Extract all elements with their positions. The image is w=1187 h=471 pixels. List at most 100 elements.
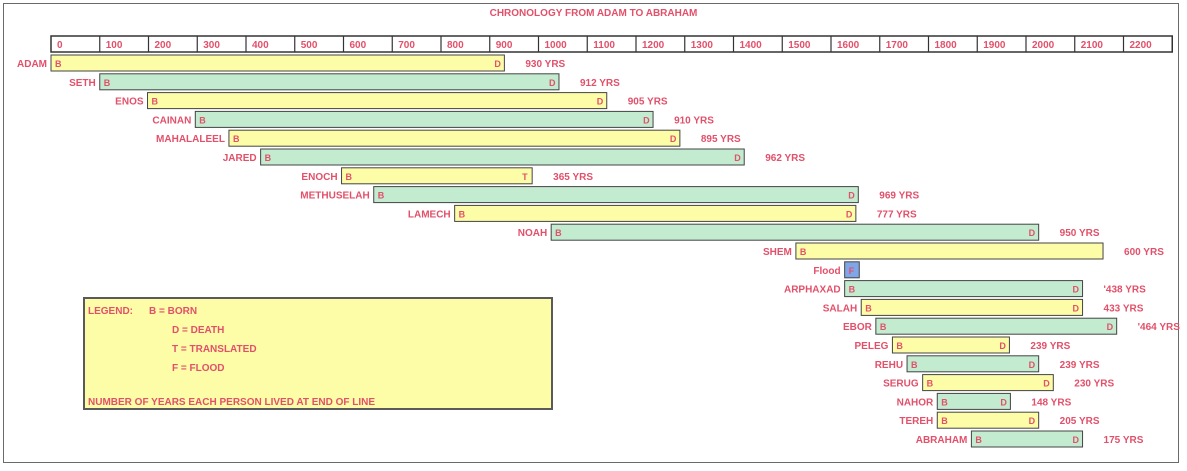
lifespan-row-ebor: EBOR B D '464 YRS [843, 317, 1181, 335]
start-mark: F [849, 266, 855, 276]
years-lived-label: 239 YRS [1060, 360, 1100, 371]
lifespan-row-tereh: TEREH B D 205 YRS [899, 411, 1100, 429]
lifespan-bar [99, 73, 560, 91]
person-name: LAMECH [408, 209, 451, 220]
axis-tick-label: 1400 [740, 40, 763, 51]
lifespan-bar [906, 355, 1040, 373]
lifespan-bar [50, 54, 505, 72]
lifespan-row-enoch: ENOCH B T 365 YRS [301, 167, 593, 185]
start-mark: B [233, 134, 240, 144]
end-mark: D [999, 341, 1006, 351]
lifespan-row-enos: ENOS B D 905 YRS [115, 92, 668, 110]
person-name: ADAM [17, 59, 47, 70]
person-name: ENOS [115, 97, 144, 108]
start-mark: B [849, 285, 856, 295]
person-name: SERUG [883, 379, 919, 390]
person-name: NOAH [518, 228, 547, 239]
axis-tick-label: 1200 [642, 40, 665, 51]
start-mark: B [896, 341, 903, 351]
years-lived-label: 895 YRS [701, 134, 741, 145]
lifespan-row-mahalaleel: MAHALALEEL B D 895 YRS [156, 129, 741, 147]
person-name: SHEM [763, 247, 792, 258]
lifespan-bar [922, 374, 1054, 392]
lifespan-bar [860, 298, 1084, 316]
lifespan-bar [550, 223, 1040, 241]
axis-tick-label: 1700 [886, 40, 909, 51]
person-name: JARED [223, 153, 257, 164]
years-lived-label: 962 YRS [765, 153, 805, 164]
person-name: ENOCH [301, 172, 337, 183]
start-mark: B [378, 191, 385, 201]
lifespan-bar [373, 186, 859, 204]
lifespan-bar [844, 261, 860, 279]
legend-item-death: D = DEATH [172, 325, 225, 336]
years-lived-label: 239 YRS [1030, 341, 1070, 352]
person-name: SETH [69, 78, 96, 89]
start-mark: B [265, 153, 272, 163]
years-lived-label: 205 YRS [1060, 416, 1100, 427]
lifespan-bar [194, 110, 654, 128]
axis-tick-label: 100 [106, 40, 123, 51]
years-lived-label: 175 YRS [1104, 435, 1144, 446]
lifespan-row-abraham: ABRAHAM B D 175 YRS [916, 430, 1144, 448]
person-name: ARPHAXAD [784, 285, 841, 296]
axis-tick-label: 1500 [788, 40, 811, 51]
years-lived-label: 905 YRS [628, 97, 668, 108]
lifespan-bar [795, 242, 1104, 260]
years-lived-label: '438 YRS [1104, 285, 1147, 296]
person-name: ABRAHAM [916, 435, 968, 446]
years-lived-label: 433 YRS [1104, 303, 1144, 314]
start-mark: B [880, 322, 887, 332]
years-lived-label: '464 YRS [1138, 322, 1181, 333]
lifespan-bar [454, 204, 857, 222]
lifespan-bar [341, 167, 533, 185]
legend-item-translated: T = TRANSLATED [172, 344, 257, 355]
years-lived-label: 910 YRS [674, 115, 714, 126]
start-mark: B [55, 59, 62, 69]
end-mark: D [1073, 285, 1080, 295]
end-mark: D [1043, 379, 1050, 389]
end-mark: D [1073, 435, 1080, 445]
lifespan-row-flood: Flood F [813, 261, 860, 279]
lifespan-row-cainan: CAINAN B D 910 YRS [152, 110, 714, 128]
axis-tick-label: 1900 [983, 40, 1006, 51]
start-mark: B [104, 78, 111, 88]
start-mark: B [927, 379, 934, 389]
year-axis: 0 100 200 300 400 500 600 700 800 900 1000 1100 1200… [50, 35, 1173, 53]
lifespan-row-lamech: LAMECH B D 777 YRS [408, 204, 917, 222]
lifespan-bar [260, 148, 745, 166]
start-mark: B [865, 303, 872, 313]
end-mark: D [848, 191, 855, 201]
axis-tick-label: 2100 [1081, 40, 1104, 51]
end-mark: D [670, 134, 677, 144]
axis-tick-label: 1300 [691, 40, 714, 51]
lifespan-bar [844, 280, 1084, 298]
end-mark: D [494, 59, 501, 69]
lifespan-row-methuselah: METHUSELAH B D 969 YRS [300, 186, 919, 204]
lifespan-row-nahor: NAHOR B D 148 YRS [897, 392, 1072, 410]
start-mark: B [152, 97, 159, 107]
end-mark: D [1107, 322, 1114, 332]
person-name: REHU [875, 360, 903, 371]
axis-tick-label: 2000 [1032, 40, 1055, 51]
end-mark: D [597, 97, 604, 107]
lifespan-bars: ADAM B D 930 YRS SETH B D 912 YRS ENOS B D 905 YRS C… [17, 54, 1181, 448]
lifespan-row-adam: ADAM B D 930 YRS [17, 54, 566, 72]
axis-tick-label: 1800 [935, 40, 958, 51]
chart-title: CHRONOLOGY FROM ADAM TO ABRAHAM [489, 8, 698, 19]
lifespan-bar [970, 430, 1084, 448]
lifespan-row-shem: SHEM B 600 YRS [763, 242, 1164, 260]
axis-tick-label: 400 [252, 40, 269, 51]
start-mark: B [941, 416, 948, 426]
start-mark: B [800, 247, 807, 257]
years-lived-label: 930 YRS [525, 59, 565, 70]
person-name: EBOR [843, 322, 873, 333]
person-name: Flood [813, 266, 840, 277]
end-mark: T [522, 172, 528, 182]
start-mark: B [975, 435, 982, 445]
axis-tick-label: 200 [155, 40, 172, 51]
lifespan-row-noah: NOAH B D 950 YRS [518, 223, 1100, 241]
person-name: METHUSELAH [300, 191, 369, 202]
lifespan-bar [147, 92, 608, 110]
lifespan-bar [891, 336, 1010, 354]
